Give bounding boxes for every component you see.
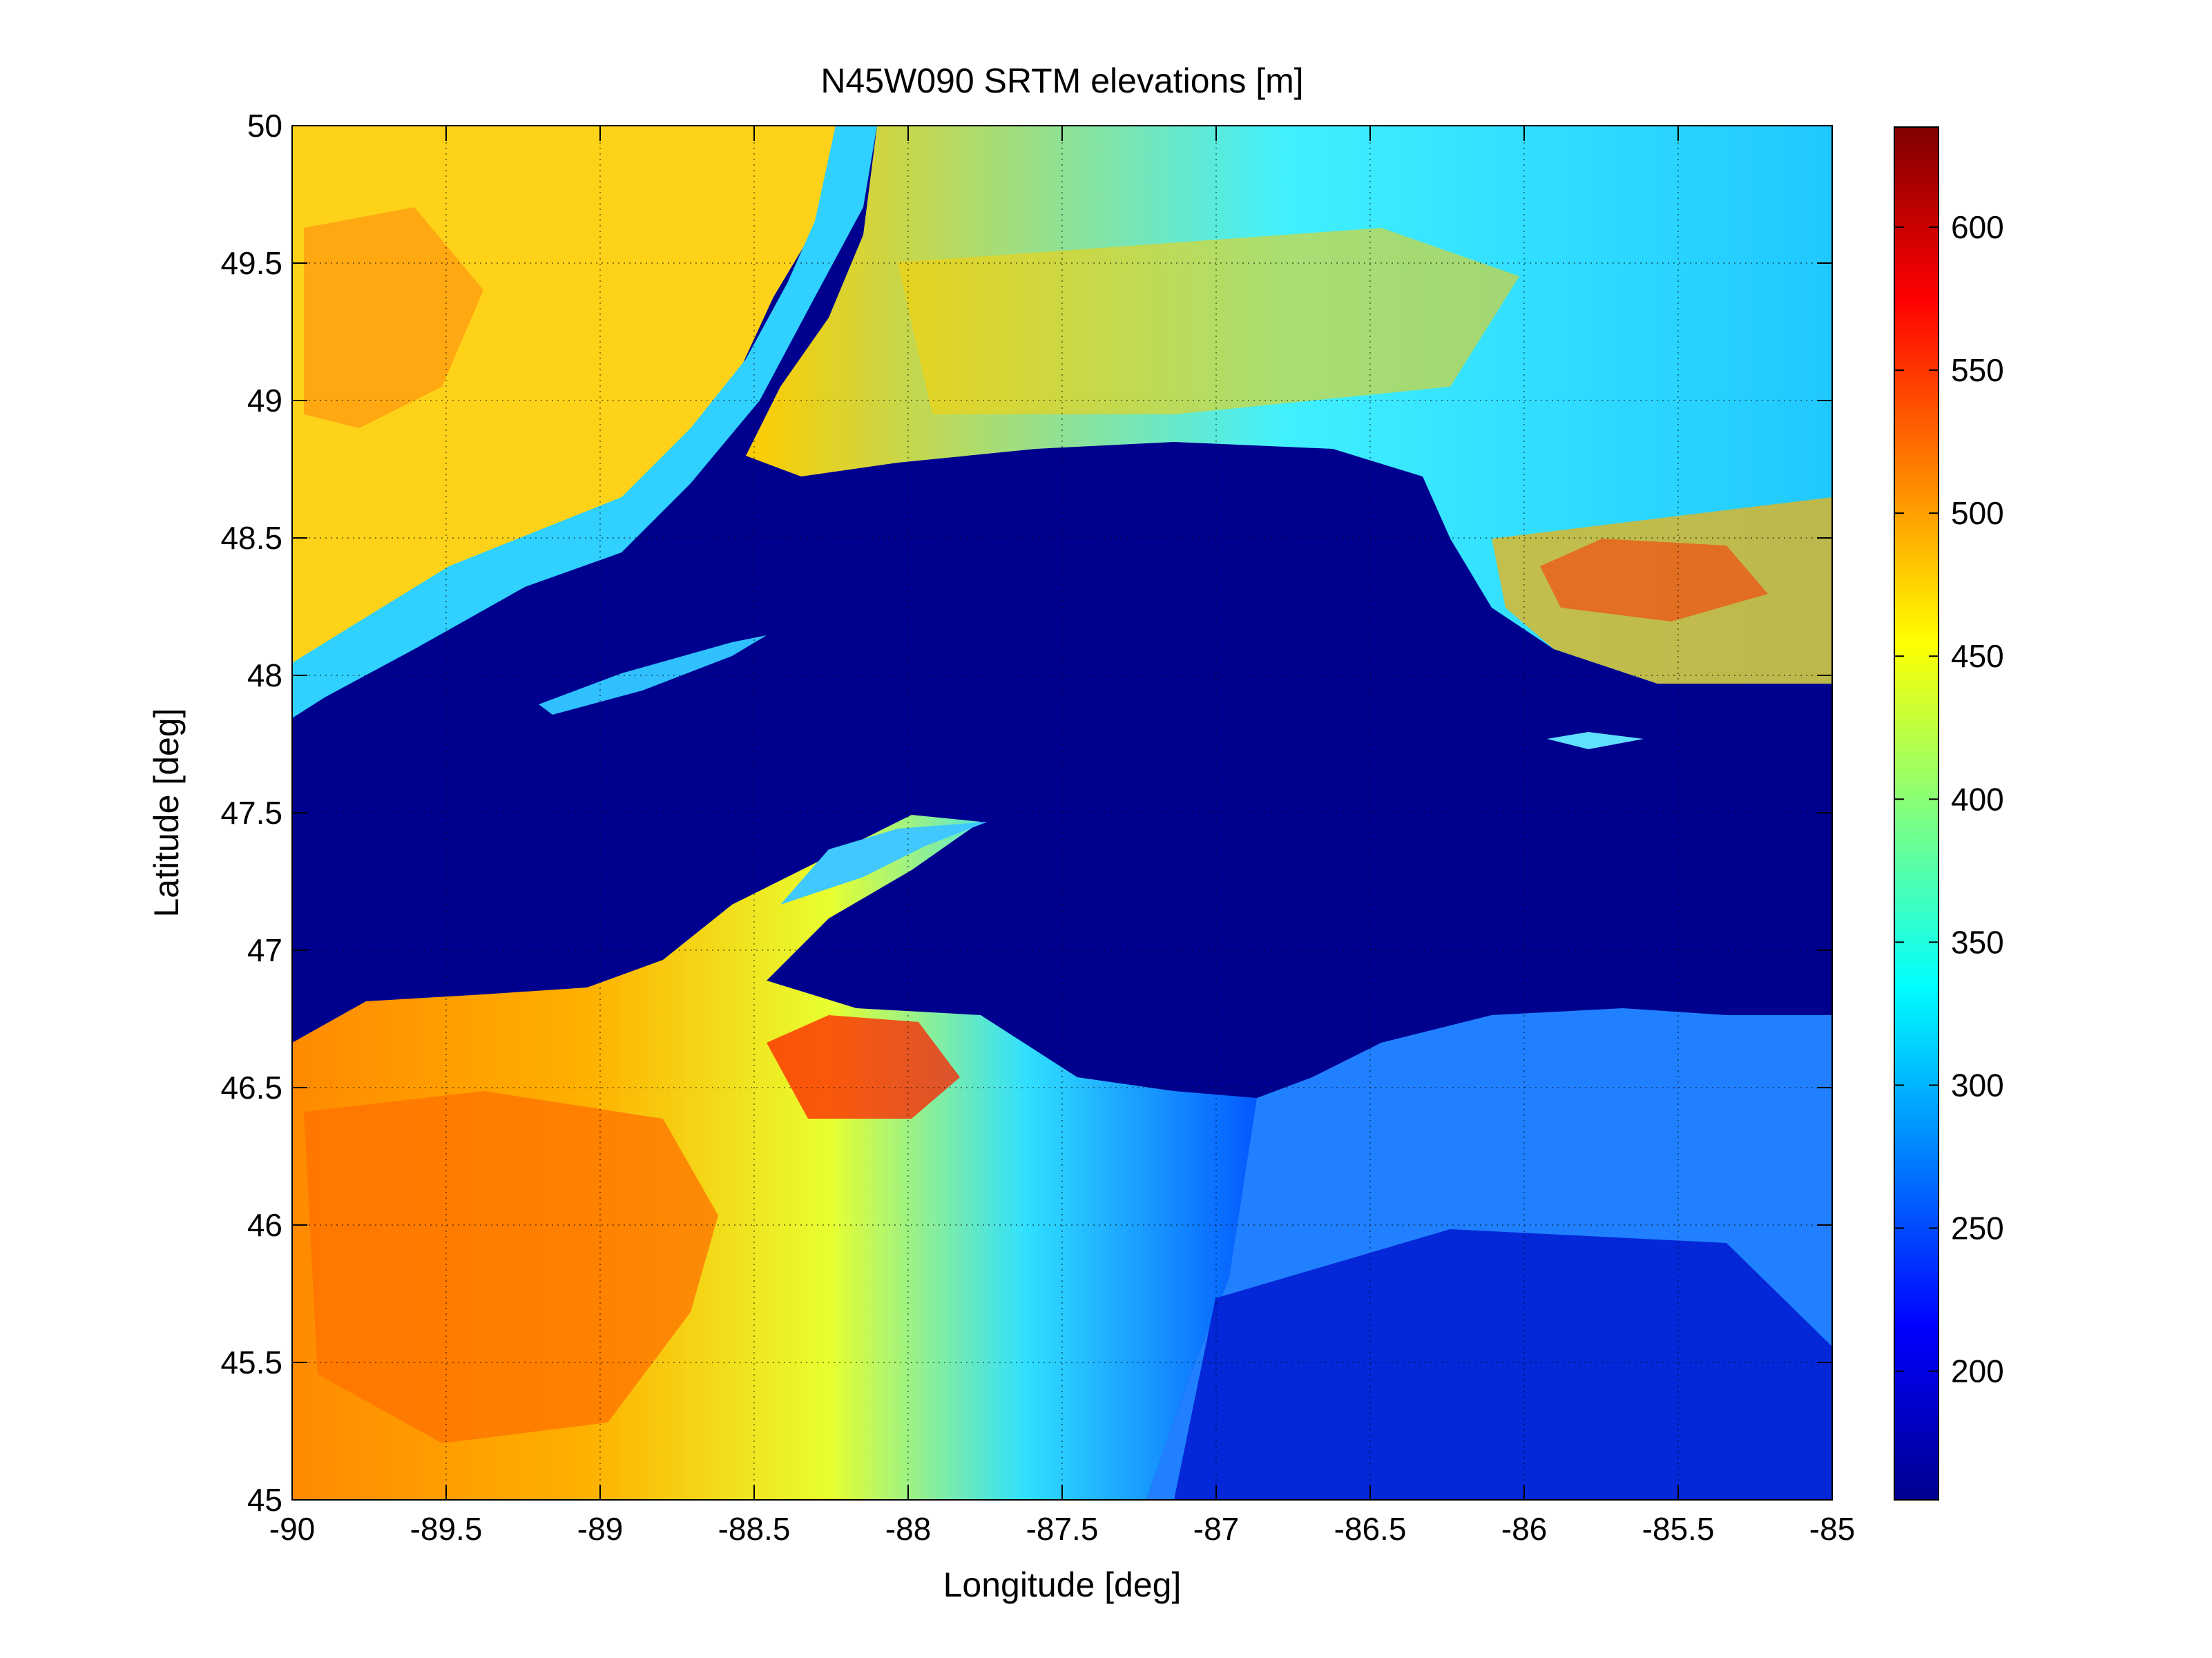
y-axis-label: Latitude [deg] <box>147 708 186 917</box>
island-keweenaw <box>780 822 988 905</box>
x-axis-label: Longitude [deg] <box>943 1565 1182 1604</box>
colorbar-tick-label: 550 <box>1951 352 2004 388</box>
island-michipicoten <box>1547 732 1644 749</box>
colorbar-tick-label: 250 <box>1951 1211 2004 1246</box>
x-tick-label: -89 <box>577 1511 623 1547</box>
land-porcupine-peaks <box>767 1015 960 1119</box>
land-north-band <box>898 228 1519 414</box>
colorbar-tick-label: 350 <box>1951 924 2004 960</box>
colorbar-tick-label: 400 <box>1951 781 2004 817</box>
y-tick-label: 48.5 <box>220 520 282 556</box>
y-axis: 45 45.5 46 46.5 47 47.5 48 48.5 49 49.5 50 <box>220 108 1832 1518</box>
x-tick-label: -86 <box>1501 1511 1547 1547</box>
colorbar-tick-label: 450 <box>1951 638 2004 674</box>
x-axis: -90 -89.5 -89 -88.5 -88 -87.5 -87 -86.5 -86 -85.5… <box>269 126 1855 1547</box>
land-northwest-highland <box>304 207 483 428</box>
x-tick-label: -86.5 <box>1334 1511 1407 1547</box>
x-tick-label: -87.5 <box>1026 1511 1099 1547</box>
y-tick-label: 49.5 <box>220 245 282 281</box>
y-tick-label: 50 <box>247 108 282 144</box>
x-tick-label: -85.5 <box>1642 1511 1715 1547</box>
y-tick-label: 45 <box>247 1482 282 1518</box>
y-tick-label: 47.5 <box>220 795 282 831</box>
colorbar-tick-label: 300 <box>1951 1067 2004 1103</box>
chart-title: N45W090 SRTM elevations [m] <box>820 61 1303 100</box>
x-tick-label: -85 <box>1809 1511 1855 1547</box>
x-tick-label: -89.5 <box>410 1511 483 1547</box>
y-tick-label: 45.5 <box>220 1344 282 1380</box>
land-southeast-lowland <box>1174 1229 1832 1500</box>
y-tick-label: 46 <box>247 1207 282 1243</box>
colorbar-tick-label: 200 <box>1951 1353 2004 1389</box>
y-tick-label: 47 <box>247 932 282 968</box>
colorbar-tick-label: 500 <box>1951 495 2004 531</box>
elevation-image <box>292 126 1832 1500</box>
x-tick-label: -88 <box>885 1511 931 1547</box>
colorbar-tick-label: 600 <box>1951 209 2004 245</box>
x-tick-label: -88.5 <box>718 1511 791 1547</box>
land-south-peaks <box>304 1091 718 1443</box>
x-tick-label: -87 <box>1193 1511 1239 1547</box>
y-tick-label: 49 <box>247 383 282 418</box>
colorbar: 200 250 300 350 400 450 500 550 600 <box>1894 126 2004 1501</box>
y-tick-label: 46.5 <box>220 1070 282 1106</box>
land-northwest-coast <box>292 126 877 718</box>
colorbar-gradient <box>1894 126 1939 1501</box>
colorbar-ticks: 200 250 300 350 400 450 500 550 600 <box>1894 209 2004 1389</box>
x-tick-label: -90 <box>269 1511 315 1547</box>
y-tick-label: 48 <box>247 657 282 693</box>
land-east-peaks <box>1540 539 1768 621</box>
